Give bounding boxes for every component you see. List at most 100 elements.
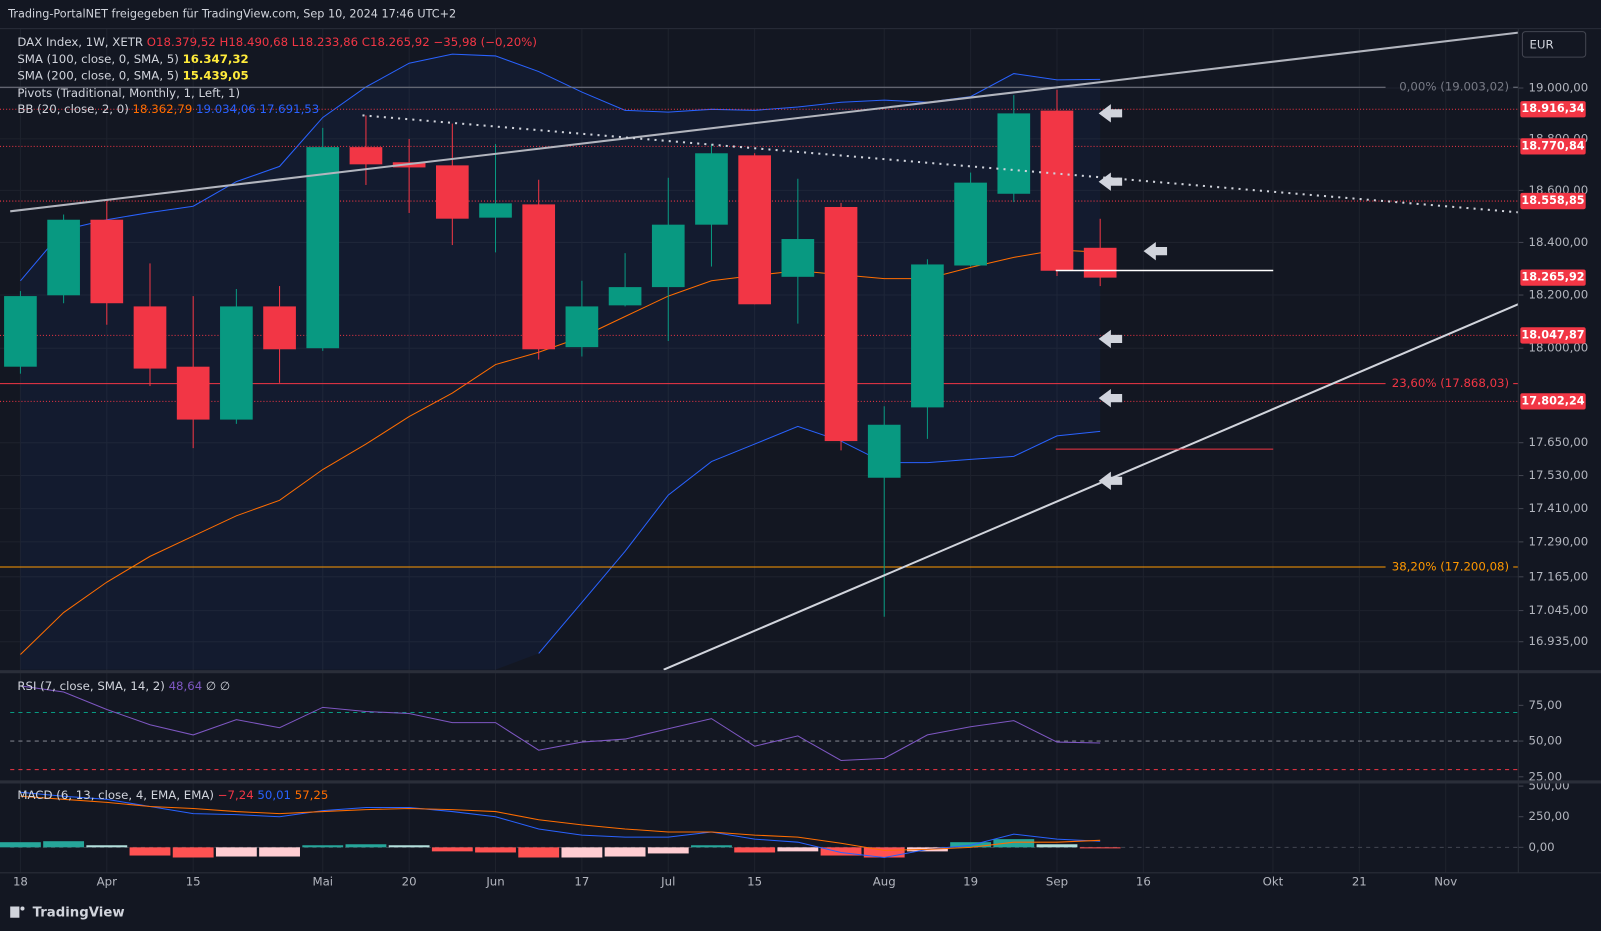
x-tick-label: 15 — [747, 875, 762, 889]
footer-logo: TradingView — [10, 906, 125, 921]
candle-body — [997, 113, 1031, 194]
x-tick-label: Sep — [1046, 875, 1068, 889]
y-tick-label: 17.045,00 — [1529, 603, 1589, 617]
currency-box[interactable] — [1521, 31, 1587, 58]
y-tick-label: 17.410,00 — [1529, 501, 1589, 515]
indicator-name: SMA (200, close, 0, SMA, 5) — [17, 68, 179, 82]
indicator-value: 16.347,32 — [183, 52, 249, 66]
candle-body — [90, 219, 124, 304]
candle-body — [1083, 247, 1117, 278]
arrow — [1098, 104, 1123, 123]
trendline — [10, 31, 1519, 213]
macd-hist-bar — [0, 842, 41, 848]
x-tick-label: Okt — [1263, 875, 1284, 889]
x-tick-label: 16 — [1136, 875, 1151, 889]
pivot-tag-label: 18.047,87 — [1521, 328, 1584, 341]
pivot-tag-label: 18.770,84 — [1521, 139, 1584, 152]
y-tick-label: 18.400,00 — [1529, 235, 1589, 249]
x-tick-label: 18 — [13, 875, 28, 889]
legend-rsi: RSI (7, close, SMA, 14, 2) 48,64 ∅ ∅ — [17, 679, 230, 693]
pivot-tag — [1520, 327, 1586, 344]
candle-body — [349, 147, 383, 165]
candle-body — [435, 165, 469, 219]
macd-hist-bar — [820, 847, 862, 856]
pivot-tag-label: 17.802,24 — [1521, 394, 1584, 407]
open: O18.379,52 — [147, 34, 216, 48]
candle-body — [263, 306, 296, 350]
legend-bb: BB (20, close, 2, 0) 18.362,79 19.034,06… — [17, 102, 319, 116]
macd-hist-bar — [734, 847, 776, 853]
legend-main: DAX Index, 1W, XETR O18.379,52 H18.490,6… — [17, 34, 537, 48]
x-tick-label: 15 — [186, 875, 201, 889]
candle-body — [651, 224, 685, 288]
x-tick-label: Jun — [485, 875, 504, 889]
price-tag — [1520, 269, 1586, 286]
grid-layer — [0, 28, 1519, 873]
indicator-name: Pivots (Traditional, Monthly, 1, Left, 1… — [17, 85, 240, 99]
macd-hist-bar — [604, 847, 646, 857]
x-tick-label: Aug — [873, 875, 896, 889]
arrow — [1098, 471, 1123, 490]
macd-hist-bar — [172, 847, 214, 858]
candle-body — [565, 306, 599, 348]
candle-body — [522, 204, 556, 350]
macd-hist-bar — [86, 845, 128, 848]
indicator-value: 18.362,79 — [133, 102, 193, 116]
trendline — [663, 303, 1519, 671]
indicator-value: ∅ ∅ — [206, 679, 230, 693]
high: H18.490,68 — [220, 34, 289, 48]
candle-body — [954, 182, 987, 266]
macd-hist-bar — [561, 847, 603, 858]
indicator-value: 57,25 — [295, 788, 329, 802]
x-tick-label: Mai — [312, 875, 333, 889]
macd-hist-bar — [863, 847, 905, 858]
candle-body — [306, 147, 340, 349]
x-tick-label: 20 — [402, 875, 417, 889]
y-tick-label: 250,00 — [1529, 809, 1570, 823]
candle-body — [867, 424, 901, 478]
macd-hist-bar — [215, 847, 257, 857]
bb-band — [20, 53, 1101, 282]
y-tick-label: 17.290,00 — [1529, 534, 1589, 548]
trendline-dotted — [362, 114, 1519, 214]
legend-sma100: SMA (100, close, 0, SMA, 5) 16.347,32 — [17, 52, 248, 66]
currency[interactable]: EUR — [1530, 37, 1554, 51]
footer: TradingView — [33, 906, 125, 921]
arrow — [1143, 241, 1168, 261]
arrow — [1098, 388, 1123, 408]
y-tick-label: 19.000,00 — [1529, 80, 1589, 94]
macd-hist-bar — [431, 847, 473, 852]
header: Trading-PortalNET freigegeben für Tradin… — [7, 7, 456, 20]
y-tick-label: 50,00 — [1529, 734, 1563, 748]
y-tick-label: 17.530,00 — [1529, 468, 1589, 482]
indicator-name: RSI (7, close, SMA, 14, 2) — [17, 679, 164, 693]
y-tick-label: 18.000,00 — [1529, 341, 1589, 355]
arrow — [1098, 329, 1123, 349]
fib-label: 0,00% (19.003,02) — [1399, 80, 1509, 94]
close: C18.265,92 — [362, 34, 430, 48]
price-tag-label: 18.265,92 — [1521, 271, 1584, 284]
pivot-tag — [1520, 393, 1586, 410]
candle-body — [133, 306, 167, 369]
x-tick-label: 19 — [963, 875, 978, 889]
macd-hist-bar — [43, 841, 85, 848]
candle-body — [695, 153, 728, 225]
y-tick-label: 0,00 — [1529, 840, 1555, 854]
candle-body — [4, 296, 37, 367]
macd-line — [20, 791, 1101, 859]
macd-hist-bar — [345, 844, 387, 848]
indicator-name: SMA (100, close, 0, SMA, 5) — [17, 52, 179, 66]
indicator-value: 15.439,05 — [183, 68, 249, 82]
macd-hist-bar — [1079, 847, 1121, 849]
arrows — [1098, 104, 1168, 490]
legend-pivots: Pivots (Traditional, Monthly, 1, Left, 1… — [17, 85, 240, 99]
candle-body — [911, 264, 944, 408]
bb-band — [538, 425, 1101, 654]
y-tick-label: 75,00 — [1529, 698, 1563, 712]
rsi-line — [20, 685, 1101, 762]
macd-hist-bar — [1036, 844, 1078, 848]
x-tick-label: Apr — [97, 875, 117, 889]
indicator-value: −7,24 — [218, 788, 254, 802]
